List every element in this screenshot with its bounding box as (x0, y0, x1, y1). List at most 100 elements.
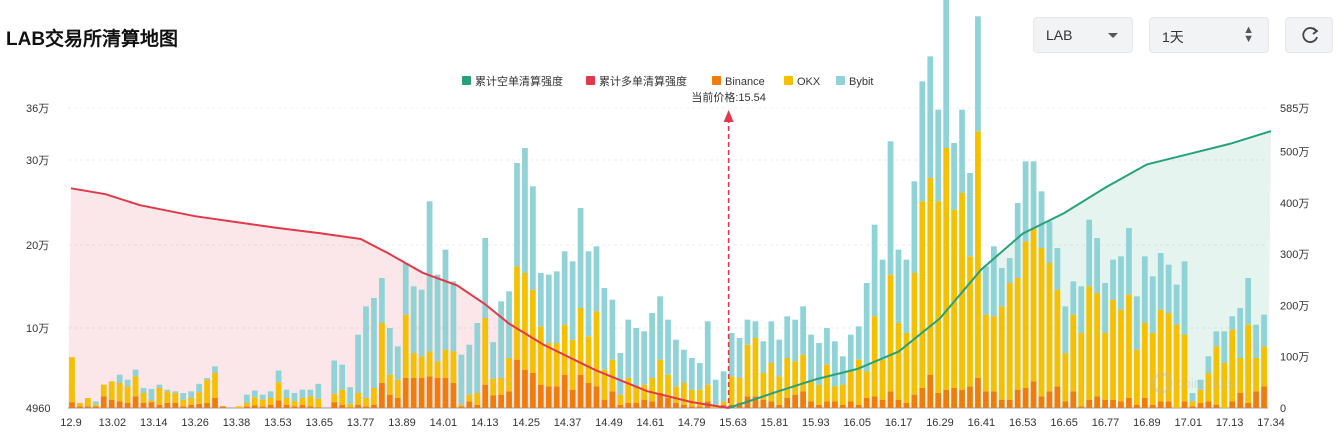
binance-bar (959, 389, 965, 408)
legend-item[interactable]: Bybit (849, 76, 873, 88)
okx-bar (1245, 324, 1251, 403)
okx-bar (331, 393, 338, 403)
okx-bar (537, 326, 544, 385)
binance-bar (482, 384, 489, 408)
bybit-bar (919, 81, 926, 202)
binance-bar (975, 378, 981, 408)
okx-bar (990, 316, 997, 392)
binance-bar (164, 403, 171, 408)
bybit-bar (601, 288, 608, 370)
binance-bar (172, 403, 179, 408)
okx-bar (967, 256, 973, 387)
right-axis-tick: 0 (1280, 403, 1286, 415)
okx-bar (824, 364, 830, 402)
okx-bar (1205, 373, 1212, 402)
x-axis-tick: 13.53 (264, 417, 292, 429)
binance-bar (442, 378, 449, 408)
legend-item[interactable]: 累计多单清算强度 (599, 74, 687, 88)
refresh-icon (1302, 27, 1319, 43)
okx-bar (983, 314, 989, 392)
binance-bar (522, 369, 528, 408)
bybit-bar (1149, 276, 1156, 333)
binance-bar (466, 401, 473, 408)
bybit-bar (315, 383, 322, 399)
binance-bar (863, 398, 870, 408)
binance-bar (1078, 406, 1085, 408)
legend-item[interactable]: 累计空单清算强度 (475, 74, 563, 88)
binance-bar (1213, 404, 1220, 408)
okx-bar (657, 359, 663, 393)
okx-bar (1102, 333, 1108, 400)
okx-bar (283, 398, 290, 405)
okx-bar (1253, 358, 1259, 392)
okx-bar (124, 386, 131, 403)
binance-bar (545, 386, 552, 408)
okx-bar (1261, 346, 1267, 387)
arrow-up-icon (723, 110, 734, 122)
binance-bar (943, 389, 949, 408)
binance-bar (1157, 401, 1164, 408)
refresh-button[interactable] (1285, 17, 1333, 53)
okx-bar (251, 397, 258, 406)
binance-bar (156, 404, 163, 408)
okx-bar (410, 353, 417, 378)
left-axis-tick: 30万 (26, 155, 49, 167)
okx-bar (609, 359, 616, 392)
binance-bar (1229, 401, 1236, 408)
binance-bar (315, 407, 322, 408)
binance-bar (609, 391, 616, 408)
bybit-bar (116, 374, 123, 383)
x-axis-tick: 16.29 (926, 417, 954, 429)
symbol-select[interactable]: LAB (1033, 17, 1133, 53)
okx-bar (1094, 293, 1100, 397)
okx-bar (792, 361, 799, 395)
okx-bar (291, 401, 298, 407)
interval-select[interactable]: 1天 ▲ ▼ (1149, 17, 1269, 53)
okx-bar (1189, 401, 1196, 407)
okx-bar (394, 379, 401, 398)
okx-bar (1237, 358, 1244, 393)
bybit-bar (728, 333, 735, 377)
binance-bar (601, 399, 608, 408)
x-axis-tick: 17.01 (1174, 417, 1202, 429)
short-cumulative-line (728, 130, 1272, 409)
binance-bar (736, 403, 743, 408)
okx-bar (768, 363, 775, 402)
okx-bar (108, 381, 115, 400)
bybit-bar (641, 331, 648, 385)
okx-bar (180, 399, 187, 407)
binance-bar (1197, 403, 1204, 408)
legend-item[interactable]: OKX (797, 76, 821, 88)
okx-bar (442, 349, 449, 378)
binance-bar (379, 383, 385, 408)
bybit-bar (1245, 278, 1251, 325)
binance-bar (92, 406, 99, 408)
x-axis-tick: 14.37 (554, 417, 582, 429)
okx-bar (887, 274, 894, 392)
bybit-bar (1062, 306, 1069, 353)
bybit-bar (291, 393, 298, 402)
binance-bar (108, 399, 115, 408)
okx-bar (871, 316, 878, 397)
bybit-bar (903, 259, 910, 333)
okx-bar (720, 401, 727, 405)
bybit-bar (267, 391, 274, 398)
bybit-bar (196, 383, 202, 393)
binance-bar (1205, 401, 1212, 408)
binance-bar (267, 404, 274, 408)
legend-item[interactable]: Binance (725, 76, 765, 88)
bybit-bar (935, 109, 942, 202)
okx-bar (839, 384, 846, 405)
binance-bar (426, 376, 433, 408)
bybit-bar (911, 181, 918, 273)
bybit-bar (1014, 203, 1021, 278)
bybit-bar (92, 401, 99, 405)
bybit-bar (824, 328, 830, 365)
x-axis-tick: 14.49 (595, 417, 623, 429)
binance-bar (1086, 399, 1093, 408)
binance-bar (633, 403, 640, 408)
bybit-bar (871, 224, 878, 317)
legend-swatch (586, 76, 595, 85)
binance-bar (1102, 399, 1108, 408)
